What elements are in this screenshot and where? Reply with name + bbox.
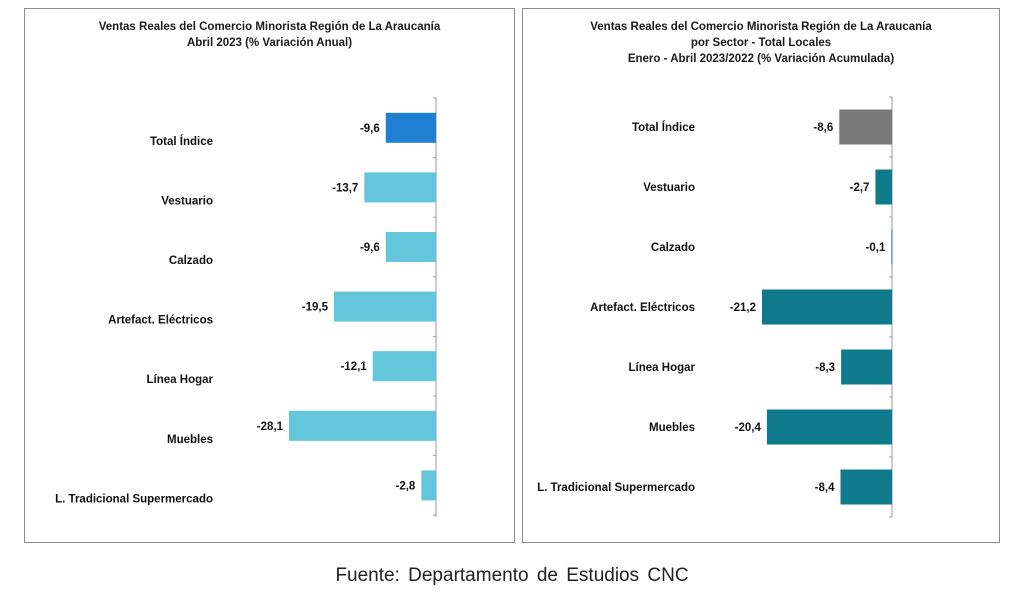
- data-label: -28,1: [257, 421, 284, 433]
- bar-vestuario: [364, 172, 436, 203]
- data-label: -13,7: [332, 182, 358, 194]
- category-label: Artefact. Eléctricos: [590, 302, 695, 314]
- chart-title-line: por Sector - Total Locales: [690, 37, 832, 49]
- bar-calzado: [891, 229, 893, 265]
- source-caption: Fuente: Departamento de Estudios CNC: [335, 565, 689, 586]
- category-label: Vestuario: [643, 182, 695, 194]
- data-label: -20,4: [735, 422, 762, 434]
- data-label: -0,1: [866, 242, 886, 254]
- bar-calzado: [385, 232, 436, 262]
- bar-muebles: [289, 410, 436, 441]
- data-label: -19,5: [302, 302, 329, 314]
- bar-l-tradicional-supermercado: [421, 470, 436, 501]
- chart-title-line: Ventas Reales del Comercio Minorista Reg…: [590, 21, 932, 33]
- chart-title-left: Ventas Reales del Comercio Minorista Reg…: [25, 19, 514, 51]
- chart-title-right: Ventas Reales del Comercio Minorista Reg…: [523, 19, 999, 67]
- category-label: Calzado: [169, 255, 213, 267]
- bar-l-nea-hogar: [372, 351, 436, 382]
- data-label: -12,1: [340, 361, 367, 373]
- chart-panel-left: Ventas Reales del Comercio Minorista Reg…: [24, 8, 515, 543]
- category-label: L. Tradicional Supermercado: [537, 482, 695, 494]
- data-label: -21,2: [730, 302, 756, 314]
- data-label: -9,6: [360, 123, 380, 135]
- bar-artefact-el-ctricos: [333, 291, 436, 322]
- bar-muebles: [766, 409, 892, 445]
- chart-title-line: Enero - Abril 2023/2022 (% Variación Acu…: [627, 53, 895, 65]
- bar-vestuario: [875, 169, 892, 205]
- chart-panel-right: Ventas Reales del Comercio Minorista Reg…: [522, 8, 1000, 543]
- category-label: Total Índice: [632, 121, 695, 134]
- data-label: -2,7: [850, 182, 870, 194]
- bar-total-ndice: [839, 109, 892, 145]
- chart-title-line: Abril 2023 (% Variación Anual): [186, 37, 353, 49]
- data-label: -2,8: [396, 480, 416, 492]
- bar-chart-left: -9,6 Total Índice -13,7 Vestuario -9,6 Calzad…: [55, 97, 437, 517]
- category-label: Total Índice: [150, 135, 213, 148]
- category-label: Línea Hogar: [629, 362, 696, 374]
- category-label: Línea Hogar: [147, 374, 214, 386]
- data-label: -8,6: [813, 122, 833, 134]
- bar-l-tradicional-supermercado: [840, 469, 892, 505]
- data-label: -8,4: [815, 482, 835, 494]
- data-label: -8,3: [815, 362, 835, 374]
- bar-total-ndice: [385, 112, 436, 143]
- bar-l-nea-hogar: [841, 349, 892, 385]
- chart-title-line: Ventas Reales del Comercio Minorista Reg…: [98, 21, 441, 33]
- data-label: -9,6: [360, 242, 380, 254]
- category-label: Artefact. Eléctricos: [108, 315, 213, 327]
- category-label: Vestuario: [161, 195, 213, 207]
- category-label: L. Tradicional Supermercado: [55, 493, 213, 505]
- bar-chart-right: -8,6 Total Índice -2,7 Vestuario -0,1 Calzado…: [537, 96, 893, 518]
- category-label: Muebles: [649, 422, 695, 434]
- category-label: Muebles: [167, 434, 213, 446]
- bar-artefact-el-ctricos: [762, 289, 892, 325]
- category-label: Calzado: [651, 242, 695, 254]
